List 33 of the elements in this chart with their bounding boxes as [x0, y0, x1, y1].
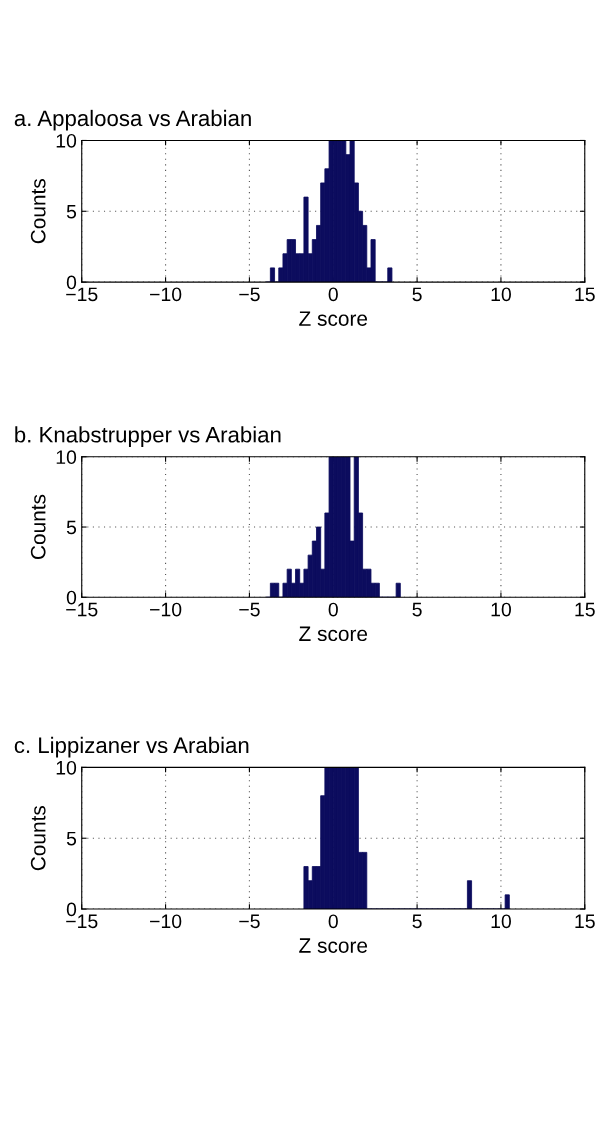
y-axis-title: Counts: [30, 179, 46, 244]
x-tick-label: −10: [150, 914, 182, 929]
x-tick-label: −10: [150, 287, 182, 302]
x-axis-title: Z score: [299, 311, 368, 326]
y-tick-label: 5: [66, 520, 77, 535]
x-axis-title: Z score: [299, 626, 368, 642]
x-tick-label: 10: [491, 602, 511, 617]
x-tick-label: 5: [412, 914, 422, 929]
x-axis-title: Z score: [299, 938, 368, 953]
chart-title: a. Appaloosa vs Arabian: [14, 109, 251, 131]
x-tick-label: 10: [491, 287, 511, 302]
y-tick-label: 10: [56, 450, 77, 465]
x-tick-label: 10: [491, 914, 511, 929]
x-tick-label: 15: [575, 287, 595, 302]
x-tick-label: 15: [575, 602, 595, 617]
x-tick-label: −5: [239, 914, 260, 929]
x-tick-label: −10: [150, 602, 182, 617]
x-tick-label: −5: [239, 602, 260, 617]
x-tick-label: −5: [239, 287, 260, 302]
x-tick-label: 0: [328, 287, 338, 302]
x-tick-label: 0: [328, 602, 338, 617]
x-tick-label: 5: [412, 287, 422, 302]
x-tick-label: 5: [412, 602, 422, 617]
y-tick-label: 5: [66, 204, 77, 219]
y-axis-title: Counts: [30, 494, 46, 559]
x-tick-label: 0: [328, 914, 338, 929]
y-tick-label: 10: [56, 133, 77, 148]
y-tick-label: 10: [56, 760, 77, 775]
y-axis-title: Counts: [30, 805, 46, 871]
x-tick-label: 15: [575, 914, 595, 929]
chart-title: c. Lippizaner vs Arabian: [14, 736, 249, 758]
chart-title: b. Knabstrupper vs Arabian: [15, 426, 281, 447]
y-tick-label: 5: [66, 831, 77, 846]
